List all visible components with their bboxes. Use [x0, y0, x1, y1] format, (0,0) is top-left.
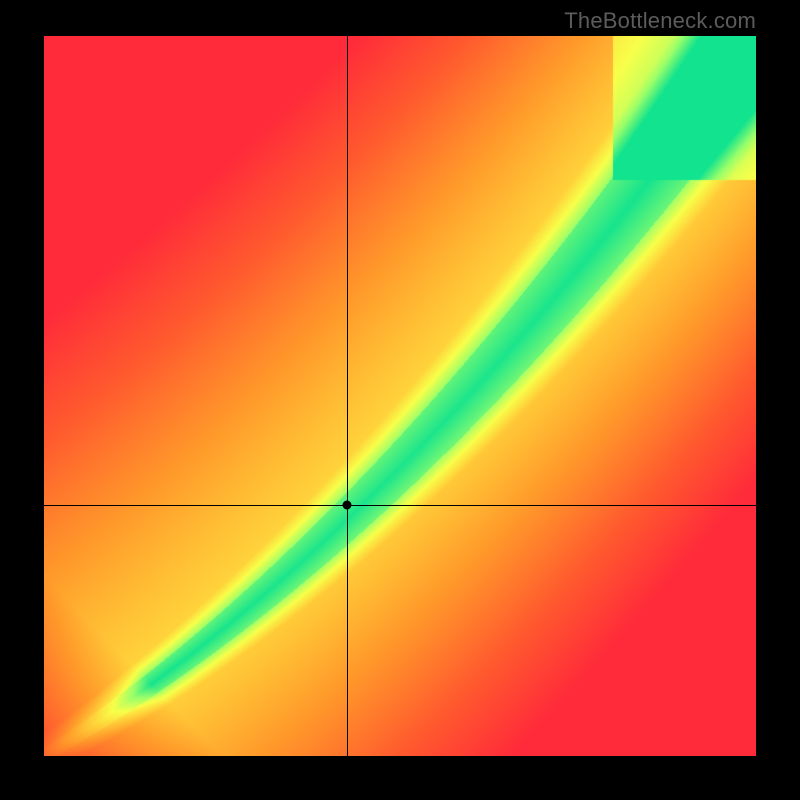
- heatmap-canvas: [44, 36, 756, 756]
- heatmap-plot: [44, 36, 756, 756]
- crosshair-vertical: [347, 36, 348, 756]
- crosshair-horizontal: [44, 505, 756, 506]
- crosshair-dot: [343, 501, 352, 510]
- watermark-text: TheBottleneck.com: [564, 8, 756, 34]
